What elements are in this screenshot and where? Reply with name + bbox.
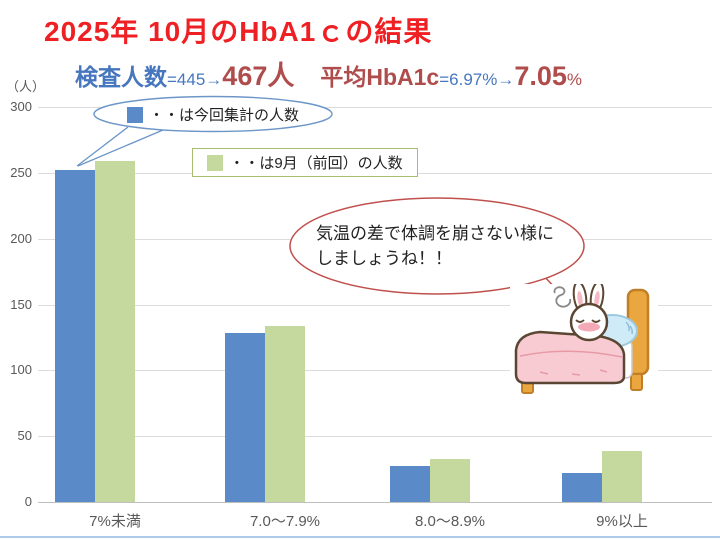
x-axis-category-label: 9%以上 — [596, 513, 648, 530]
bar-current-3 — [562, 473, 602, 502]
gridline — [38, 436, 712, 438]
legend-previous-label: ・・は9月（前回）の人数 — [229, 155, 403, 172]
rabbit-head — [569, 302, 609, 342]
y-axis-tick-label: 200 — [10, 230, 32, 246]
bed-leg — [630, 373, 643, 391]
bar-previous-1 — [265, 325, 305, 502]
y-axis-tick-label: 150 — [10, 296, 32, 312]
y-axis-tick-label: 100 — [10, 362, 32, 378]
x-axis-category-label: 7%未満 — [89, 513, 141, 530]
legend-current-swatch — [126, 106, 143, 123]
tested-count-current: 467人 — [222, 61, 295, 91]
average-hba1c-current: 7.05 — [514, 61, 567, 91]
blanket-fold — [519, 350, 623, 358]
gridline — [38, 107, 712, 108]
legend-previous-swatch — [207, 154, 224, 171]
speech-bubble-line2: しましょうね！！ — [316, 249, 452, 268]
rabbit-blush — [578, 322, 600, 332]
speech-bubble-line1: 気温の差で体調を崩さない様に — [316, 224, 554, 243]
average-hba1c-label: 平均HbA1c — [320, 64, 440, 90]
y-axis-tick-label: 250 — [10, 164, 32, 180]
speech-bubble-text: 気温の差で体調を崩さない様に しましょうね！！ — [316, 221, 562, 271]
legend-current-series: ・・は今回集計の人数 — [100, 100, 326, 129]
x-axis-category-label: 7.0〜7.9% — [249, 513, 321, 530]
y-axis-tick-label: 300 — [10, 99, 32, 114]
sleep-squiggle-icon — [553, 286, 572, 308]
legend-current-label: ・・は今回集計の人数 — [148, 107, 299, 124]
blanket — [514, 330, 626, 385]
tested-count-previous: =445→ — [167, 70, 223, 89]
blanket-stitches — [539, 369, 608, 376]
y-axis-unit-label: （人） — [6, 79, 46, 94]
tested-count-label: 検査人数 — [75, 64, 167, 90]
page-title: 2025年 10月のHbA1ｃの結果 — [44, 16, 433, 47]
pillow-shading — [625, 321, 633, 335]
slide-bottom-border — [0, 536, 720, 538]
stats-line: 検査人数 =445→ 467人 平均HbA1c =6.97%→ 7.05 % — [75, 54, 582, 93]
gridline — [38, 370, 712, 372]
y-axis-tick-label: 50 — [17, 428, 32, 444]
bar-current-0 — [55, 170, 95, 502]
bar-previous-2 — [430, 458, 470, 502]
bar-current-2 — [390, 466, 430, 502]
average-hba1c-unit: % — [566, 70, 583, 89]
gridline — [38, 502, 712, 503]
rabbit-ear-inner — [594, 291, 600, 307]
x-axis-category-label: 8.0〜8.9% — [414, 513, 486, 530]
bar-current-1 — [225, 333, 265, 502]
rabbit-ear-inner — [577, 291, 583, 307]
rabbit-sleeping-illustration — [510, 284, 658, 398]
legend-previous-series: ・・は9月（前回）の人数 — [192, 148, 418, 177]
bar-previous-0 — [95, 160, 135, 502]
average-hba1c-previous: =6.97%→ — [439, 70, 515, 89]
gridline — [38, 304, 712, 306]
y-axis-tick-label: 0 — [24, 494, 32, 509]
bar-previous-3 — [602, 450, 642, 502]
rabbit-closed-eyes — [575, 319, 601, 323]
